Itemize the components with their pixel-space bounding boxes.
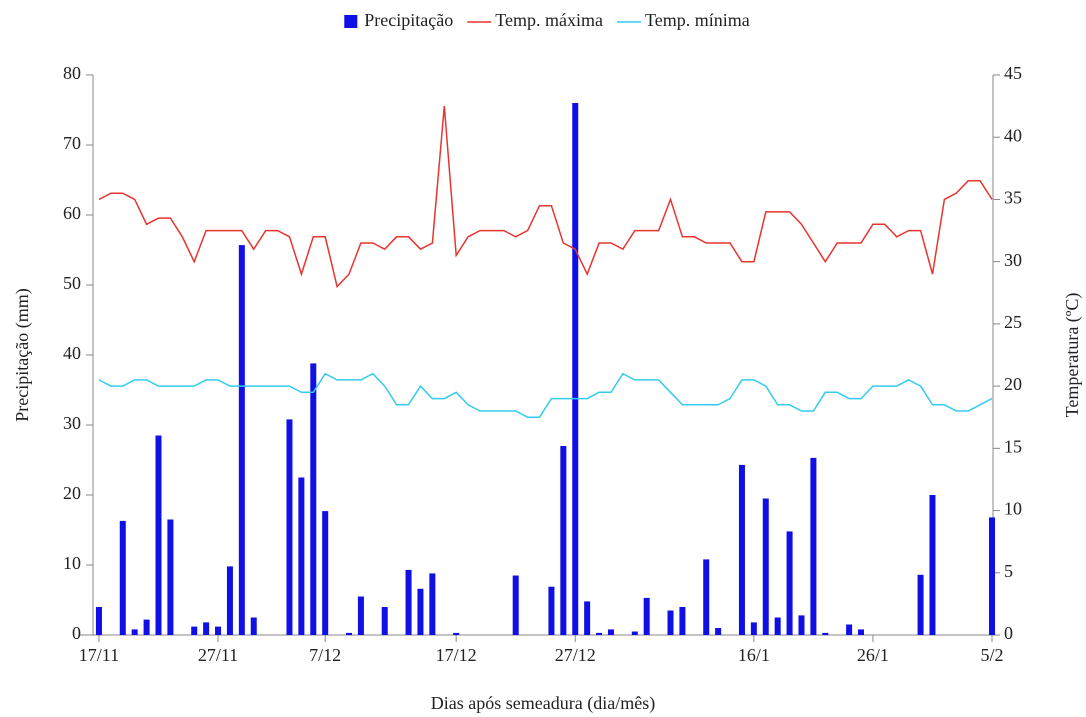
bar: [989, 517, 995, 635]
x-axis-label: Dias após semeadura (dia/mês): [431, 693, 655, 714]
bar: [215, 626, 222, 635]
y2-tick-label: 45: [1004, 63, 1022, 83]
legend-swatch: [344, 15, 358, 28]
line: [98, 106, 993, 289]
y-tick-label: 70: [63, 133, 81, 153]
bar: [786, 531, 793, 635]
bar: [357, 596, 364, 635]
y-tick-label: 50: [63, 273, 81, 293]
bar: [453, 632, 460, 635]
bar: [810, 457, 817, 635]
bar: [238, 245, 245, 635]
x-tick-label: 27/12: [555, 645, 596, 665]
bar: [703, 559, 710, 635]
x-tick-label: 17/12: [436, 645, 477, 665]
legend-label: Temp. máxima: [495, 10, 603, 30]
x-tick-label: 16/1: [738, 645, 770, 665]
bar: [286, 419, 293, 635]
y-tick-label: 80: [63, 63, 81, 83]
y2-tick-label: 40: [1004, 125, 1022, 145]
bar: [203, 622, 210, 635]
bar: [715, 628, 722, 635]
y2-tick-label: 5: [1004, 561, 1013, 581]
bar: [143, 619, 150, 635]
legend-label: Precipitação: [364, 10, 453, 30]
x-tick-label: 17/11: [79, 645, 119, 665]
bar: [822, 632, 829, 635]
bar: [596, 632, 603, 635]
y2-tick-label: 0: [1004, 623, 1013, 643]
bar: [846, 624, 853, 635]
bar: [750, 622, 757, 635]
x-tick-label: 7/12: [309, 645, 341, 665]
line: [98, 372, 993, 418]
bar: [762, 498, 769, 635]
bar: [572, 103, 579, 635]
y-tick-label: 40: [63, 343, 81, 363]
bar: [191, 626, 198, 635]
bar: [584, 601, 591, 635]
bar: [405, 569, 412, 635]
x-tick-label: 5/2: [980, 645, 1003, 665]
y2-axis-label: Temperatura (ºC): [1062, 293, 1083, 418]
x-tick-label: 27/11: [198, 645, 238, 665]
bar: [167, 519, 174, 635]
y-axis-label: Precipitação (mm): [12, 288, 33, 421]
y-tick-label: 60: [63, 203, 81, 223]
bar: [858, 629, 865, 635]
legend-label: Temp. mínima: [645, 10, 750, 30]
bar: [548, 586, 555, 635]
y2-tick-label: 10: [1004, 499, 1022, 519]
bar: [667, 610, 674, 635]
bar: [226, 566, 233, 635]
bar: [429, 573, 436, 635]
bar: [929, 495, 936, 635]
y2-tick-label: 15: [1004, 436, 1022, 456]
bar: [346, 632, 353, 635]
y-tick-label: 10: [63, 553, 81, 573]
x-tick-label: 26/1: [857, 645, 889, 665]
bar: [119, 520, 126, 635]
bar: [298, 477, 305, 635]
bar: [95, 607, 102, 635]
bar: [738, 464, 745, 635]
bar: [417, 588, 424, 635]
bar: [310, 363, 317, 635]
bar: [250, 617, 257, 635]
y2-tick-label: 25: [1004, 312, 1022, 332]
y-tick-label: 30: [63, 413, 81, 433]
bar: [917, 574, 924, 635]
y-tick-label: 20: [63, 483, 81, 503]
bar: [512, 575, 519, 635]
bar: [643, 597, 650, 635]
bar: [322, 511, 329, 635]
bar: [155, 435, 162, 635]
bar: [774, 617, 781, 635]
y2-tick-label: 30: [1004, 250, 1022, 270]
bar: [679, 607, 686, 635]
bar: [560, 446, 567, 635]
y2-tick-label: 35: [1004, 188, 1022, 208]
bar: [131, 629, 138, 635]
bar: [607, 629, 614, 635]
bar: [631, 631, 638, 635]
bar: [798, 615, 805, 635]
y-tick-label: 0: [72, 623, 81, 643]
bar: [381, 607, 388, 635]
y2-tick-label: 20: [1004, 374, 1022, 394]
